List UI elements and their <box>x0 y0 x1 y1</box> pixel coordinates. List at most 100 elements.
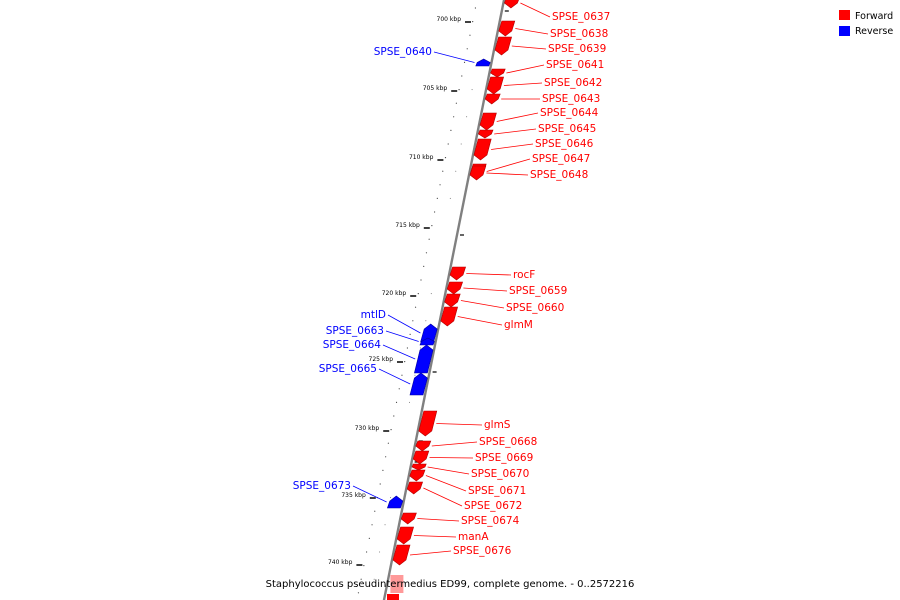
gene-arrow-spse_0668[interactable] <box>415 440 432 452</box>
leader-line <box>491 143 534 150</box>
gene-label[interactable]: SPSE_0672 <box>464 500 522 512</box>
gene-label[interactable]: manA <box>458 531 489 543</box>
leader-line <box>433 51 475 63</box>
guide-dot <box>401 374 403 376</box>
gene-arrow-spse_0646[interactable] <box>473 138 492 161</box>
gene-arrow-spse_0640[interactable] <box>475 58 491 67</box>
leader-line <box>515 28 549 35</box>
gene-arrow-spse_0643[interactable] <box>484 93 501 105</box>
gene-arrow-spse_0674[interactable] <box>400 512 417 525</box>
guide-dot <box>420 279 422 281</box>
gene-label[interactable]: SPSE_0637 <box>552 11 610 23</box>
gene-arrow-spse_0659[interactable] <box>446 281 464 295</box>
legend-reverse-swatch <box>839 26 850 36</box>
gene-label[interactable]: SPSE_0663 <box>326 325 384 337</box>
gene-arrow-spse_0670[interactable] <box>411 463 427 471</box>
gene-label[interactable]: SPSE_0671 <box>468 485 526 497</box>
guide-dot <box>357 592 360 594</box>
guide-dot <box>463 61 466 64</box>
gene-arrow-spse_0660[interactable] <box>444 293 461 308</box>
leader-line <box>460 300 505 309</box>
gene-arrow-spse_0639[interactable] <box>494 36 512 56</box>
gene-label[interactable]: SPSE_0673 <box>293 480 351 492</box>
gene-arrow-spse_0642[interactable] <box>486 76 504 95</box>
leader-line <box>413 535 457 538</box>
gene-label[interactable]: SPSE_0660 <box>506 302 564 314</box>
gene-arrow-spse_0671[interactable] <box>409 469 426 482</box>
gene-label[interactable]: SPSE_0647 <box>532 153 590 165</box>
leader-line <box>494 128 537 135</box>
leader-line <box>463 287 508 292</box>
gene-label[interactable]: glmM <box>504 319 533 331</box>
gene-label[interactable]: SPSE_0648 <box>530 169 588 181</box>
guide-dot <box>428 238 430 240</box>
gene-label[interactable]: SPSE_0670 <box>471 468 529 480</box>
gene-arrow-spse_0638[interactable] <box>498 20 516 37</box>
gene-arrow-spse_0645[interactable] <box>478 129 494 139</box>
guide-dot <box>425 320 427 322</box>
gene-label[interactable]: SPSE_0644 <box>540 107 599 119</box>
gene-label[interactable]: SPSE_0646 <box>535 138 594 150</box>
gene-arrow-spse_0641[interactable] <box>490 68 506 78</box>
gene-label[interactable]: SPSE_0664 <box>323 339 382 351</box>
gene-arrow-partial <box>390 575 404 593</box>
guide-dot <box>398 388 400 390</box>
gene-arrow-spse_0648[interactable] <box>469 165 487 181</box>
gene-arrow-glmm[interactable] <box>440 306 458 327</box>
guide-dot <box>368 537 370 540</box>
guide-dot <box>406 347 408 349</box>
guide-dot <box>417 293 419 295</box>
guide-dot <box>423 265 425 267</box>
kbp-tick-label: 715 kbp <box>395 222 420 229</box>
leader-line <box>431 441 478 447</box>
gene-label[interactable]: SPSE_0659 <box>509 285 567 297</box>
guide-dot <box>469 34 471 36</box>
gene-arrow-spse_0669[interactable] <box>412 450 430 465</box>
gene-label[interactable]: SPSE_0641 <box>546 59 604 71</box>
gene-arrow-spse_0676[interactable] <box>392 544 411 566</box>
gene-label[interactable]: rocF <box>513 269 535 281</box>
guide-dot <box>430 293 432 295</box>
gene-label[interactable]: SPSE_0643 <box>542 93 600 105</box>
guide-dot <box>450 129 452 131</box>
gene-arrow-glms[interactable] <box>418 410 438 437</box>
gene-label[interactable]: SPSE_0676 <box>453 545 512 557</box>
guide-dot <box>455 170 457 172</box>
gene-arrow-spse_0644[interactable] <box>479 112 497 131</box>
gene-label[interactable]: SPSE_0674 <box>461 515 520 527</box>
guide-dot <box>371 524 373 526</box>
gene-label[interactable]: SPSE_0665 <box>319 363 377 375</box>
gene-arrow-rocf[interactable] <box>449 266 467 281</box>
gene-arrow-spse_0672[interactable] <box>406 481 424 495</box>
gene-label[interactable]: mtlD <box>361 309 386 321</box>
gene-label[interactable]: SPSE_0640 <box>374 46 432 58</box>
gene-label[interactable]: SPSE_0639 <box>548 43 606 55</box>
guide-dot <box>439 184 441 186</box>
gene-arrow-mana[interactable] <box>396 526 414 545</box>
leader-line <box>436 423 483 426</box>
leader-line <box>352 485 387 503</box>
gene-label[interactable]: SPSE_0638 <box>550 28 608 40</box>
guide-dot <box>444 157 447 159</box>
guide-dot <box>449 197 451 199</box>
guide-dot <box>461 75 463 77</box>
guide-dot <box>363 565 365 567</box>
guide-dot <box>409 333 411 335</box>
gene-arrow-spse_0673[interactable] <box>386 495 404 509</box>
gene-label[interactable]: SPSE_0669 <box>475 452 533 464</box>
guide-dot <box>466 116 468 118</box>
kbp-tick-label: 725 kbp <box>369 356 394 363</box>
gene-label[interactable]: SPSE_0668 <box>479 436 537 448</box>
leader-line <box>496 112 539 122</box>
gene-label[interactable]: glmS <box>484 419 511 431</box>
gene-arrow-spse_0637[interactable] <box>504 0 519 9</box>
kbp-tick-label: 735 kbp <box>341 492 366 499</box>
gene-arrow-spse_0665[interactable] <box>409 372 428 396</box>
guide-dot <box>373 578 375 580</box>
gene-label[interactable]: SPSE_0642 <box>544 77 602 89</box>
legend: Forward Reverse <box>839 10 893 37</box>
leader-line <box>520 2 551 18</box>
gene-label[interactable]: SPSE_0645 <box>538 123 596 135</box>
guide-dot <box>389 497 391 499</box>
